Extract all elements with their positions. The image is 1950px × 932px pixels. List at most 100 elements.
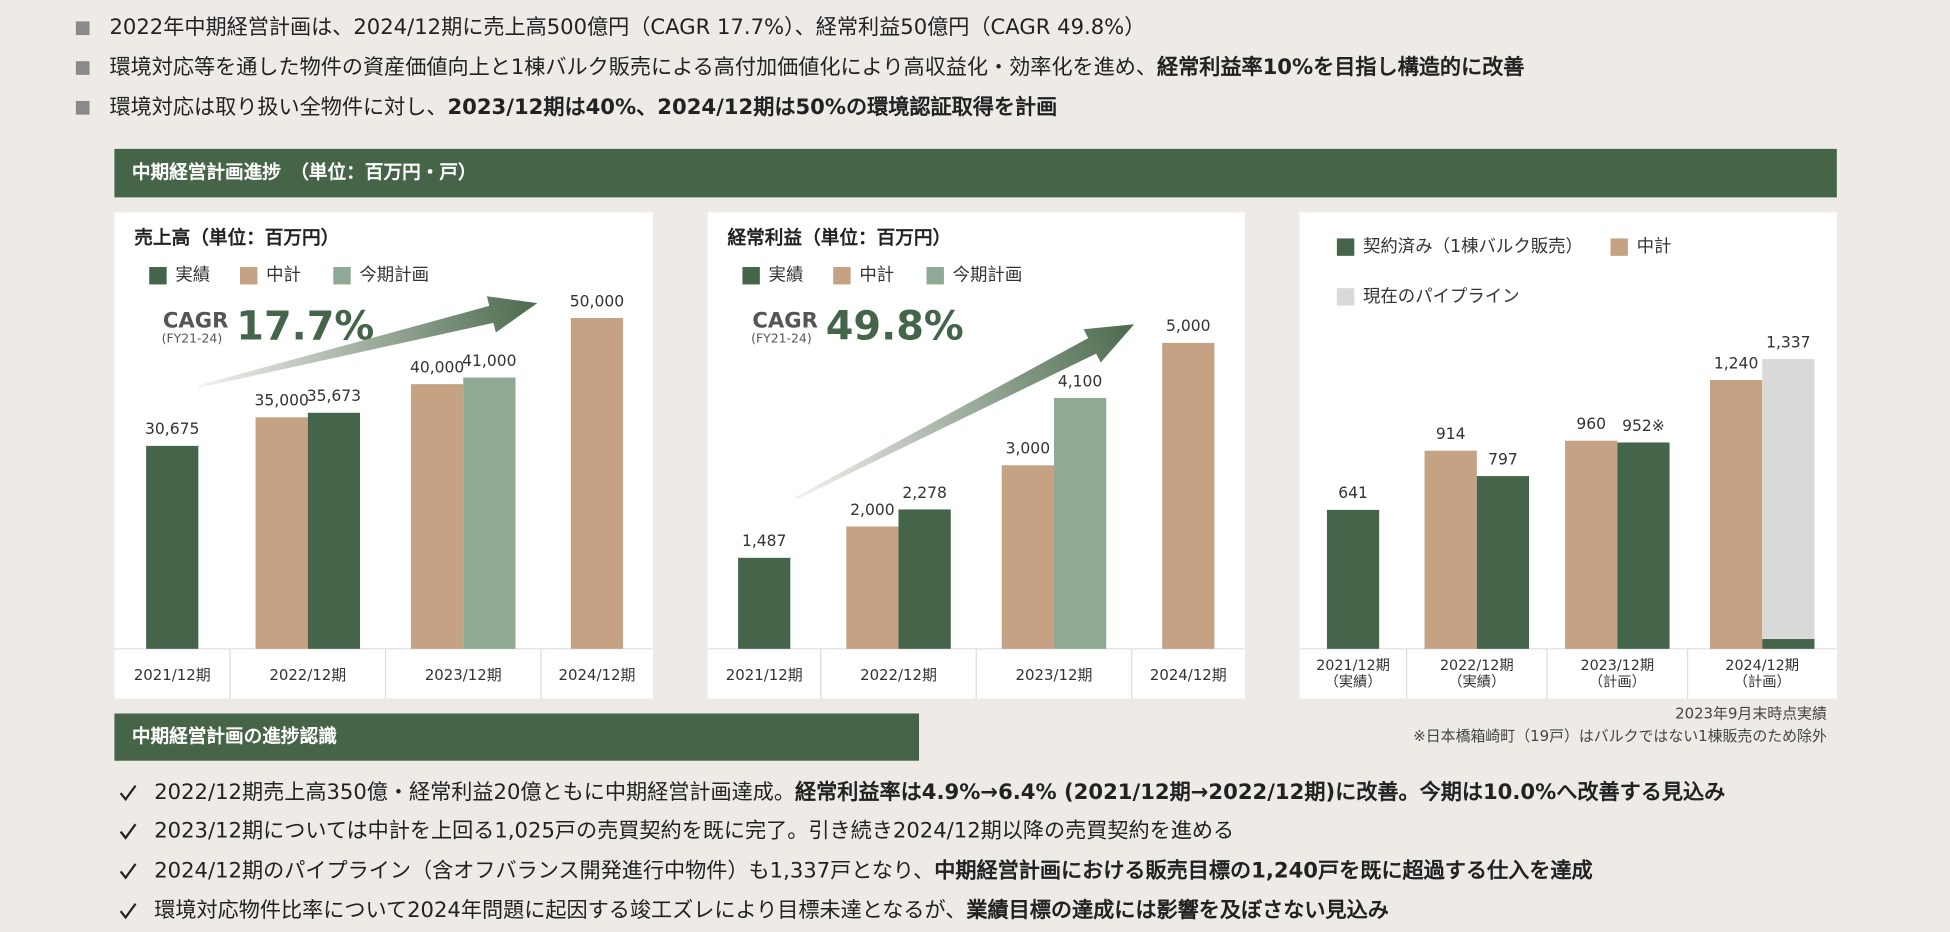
legend-label: 契約済み（1棟バルク販売）	[1363, 237, 1583, 257]
section-band	[114, 148, 1837, 198]
legend-label: 実績	[175, 266, 210, 286]
legend-label: 今期計画	[953, 266, 1023, 286]
value-label: 1,487	[742, 532, 786, 550]
x-tick-label: （計画）	[1589, 673, 1646, 690]
bar	[307, 412, 361, 649]
bullet-marker	[75, 61, 90, 75]
legend-label: 中計	[1637, 237, 1672, 257]
check-marker	[119, 823, 137, 840]
bullet-emphasis: 業績目標の達成には影響を及ぼさない見込み	[966, 897, 1389, 922]
x-tick-label: 2022/12期	[269, 666, 346, 684]
bar	[1424, 450, 1477, 649]
legend-swatch	[926, 267, 944, 285]
value-label: 1,240	[1714, 354, 1758, 372]
bullet-plain: 2022/12期売上高350億・経常利益20億ともに中期経営計画達成。	[154, 779, 795, 804]
legend-swatch	[833, 267, 851, 285]
bar	[898, 509, 951, 649]
value-label: 50,000	[570, 292, 624, 310]
value-label: 797	[1488, 450, 1518, 468]
bullet-text: 2022/12期売上高350億・経常利益20億ともに中期経営計画達成。経常利益率…	[154, 779, 1725, 804]
bullet-plain: 2024/12期のパイプライン（含オフバランス開発進行中物件）も1,337戸とな…	[154, 857, 934, 882]
bar	[146, 445, 199, 649]
trend-arrow	[795, 324, 1135, 500]
value-label: 41,000	[462, 352, 516, 370]
legend-swatch	[1336, 238, 1355, 256]
x-tick-label: 2022/12期	[1440, 657, 1514, 674]
x-tick-label: 2024/12期	[1725, 657, 1799, 674]
cagr-label: CAGR	[163, 308, 228, 333]
x-tick-label: 2023/12期	[1016, 666, 1093, 684]
bullet-text: 2023/12期については中計を上回る1,025戸の売買契約を既に完了。引き続き…	[154, 818, 1234, 843]
bullet-plain: 環境対応は取り扱い全物件に対し、	[109, 94, 447, 119]
bullet-emphasis: 経常利益率は4.9%→6.4% (2021/12期→2022/12期)に改善。今…	[795, 779, 1725, 804]
x-tick-label: （実績）	[1324, 673, 1381, 690]
legend-swatch	[1610, 238, 1628, 256]
bullet-emphasis: 2023/12期は40%、2024/12期は50%の環境認証取得を計画	[447, 94, 1057, 119]
bar	[738, 557, 791, 649]
chart-panel	[707, 212, 1245, 699]
value-label: 914	[1436, 425, 1466, 443]
legend-label: 中計	[266, 266, 301, 286]
bullet-text: 環境対応等を通した物件の資産価値向上と1棟バルク販売による高付加価値化により高収…	[109, 54, 1524, 79]
value-label: 3,000	[1006, 440, 1050, 458]
bullet-text: 環境対応物件比率について2024年問題に起因する竣工ズレにより目標未達となるが、…	[154, 897, 1389, 922]
x-tick-label: 2024/12期	[1150, 666, 1227, 684]
x-tick-label: （実績）	[1448, 673, 1505, 690]
x-tick-label: 2021/12期	[134, 666, 211, 684]
bullet-marker	[75, 21, 90, 36]
bullet-text: 環境対応は取り扱い全物件に対し、2023/12期は40%、2024/12期は50…	[109, 94, 1057, 119]
note: 2023年9月末時点実績	[1675, 705, 1827, 723]
legend-label: 今期計画	[359, 266, 429, 286]
x-tick-label: 2023/12期	[425, 666, 502, 684]
value-label: 35,673	[307, 387, 361, 405]
section-title: 中期経営計画進捗 （単位：百万円・戸）	[132, 162, 477, 184]
chart-panel	[114, 212, 653, 699]
x-tick-label: 2021/12期	[726, 666, 803, 684]
cagr-label: CAGR	[752, 308, 817, 333]
value-label: 2,278	[902, 484, 946, 502]
bar	[255, 417, 308, 649]
check-marker	[119, 863, 137, 880]
bar	[1709, 380, 1763, 649]
legend-swatch	[240, 267, 258, 285]
value-label: 5,000	[1166, 317, 1210, 335]
bullet-plain: 2022年中期経営計画は、2024/12期に売上高500億円（CAGR 17.7…	[109, 14, 1145, 39]
bullet-emphasis: 中期経営計画における販売目標の1,240戸を既に超過する仕入を達成	[934, 857, 1592, 882]
value-label: 40,000	[410, 359, 464, 377]
chart-title: 経常利益（単位：百万円）	[728, 227, 952, 249]
bullet-plain: 環境対応物件比率について2024年問題に起因する竣工ズレにより目標未達となるが、	[154, 897, 966, 922]
bar	[1565, 440, 1618, 649]
cagr-period: (FY21-24)	[162, 331, 223, 346]
x-tick-label: 2023/12期	[1580, 657, 1654, 674]
note: ※日本橋箱崎町（19戸）はバルクではない1棟販売のため除外	[1413, 727, 1827, 745]
bullet-plain: 環境対応等を通した物件の資産価値向上と1棟バルク販売による高付加価値化により高収…	[109, 54, 1157, 79]
cagr-value: 17.7%	[236, 304, 374, 350]
chart-title: 売上高（単位：百万円）	[134, 227, 339, 249]
legend-swatch	[333, 267, 351, 285]
bar	[1326, 509, 1380, 649]
value-label: 1,337	[1766, 333, 1810, 351]
value-label: 952※	[1622, 417, 1665, 435]
legend-swatch	[742, 267, 760, 285]
trend-arrow	[198, 296, 538, 388]
cagr-period: (FY21-24)	[751, 331, 812, 346]
x-tick-label: （計画）	[1734, 673, 1791, 690]
value-label: 2,000	[850, 501, 894, 519]
section-band	[114, 713, 920, 761]
cagr-value: 49.8%	[826, 304, 964, 350]
check-marker	[119, 903, 137, 920]
x-tick-label: 2022/12期	[860, 666, 937, 684]
bar	[1762, 359, 1815, 649]
x-tick-label: 2024/12期	[559, 666, 636, 684]
bullet-plain: 2023/12期については中計を上回る1,025戸の売買契約を既に完了。引き続き…	[154, 818, 1234, 843]
bullet-emphasis: 経常利益率10%を目指し構造的に改善	[1157, 54, 1524, 79]
bullet-marker	[75, 100, 90, 115]
bar	[570, 318, 624, 649]
legend-label: 現在のパイプライン	[1363, 287, 1520, 307]
bar	[463, 377, 516, 649]
legend-label: 実績	[769, 266, 804, 286]
value-label: 4,100	[1058, 372, 1102, 390]
value-label: 960	[1576, 415, 1606, 433]
